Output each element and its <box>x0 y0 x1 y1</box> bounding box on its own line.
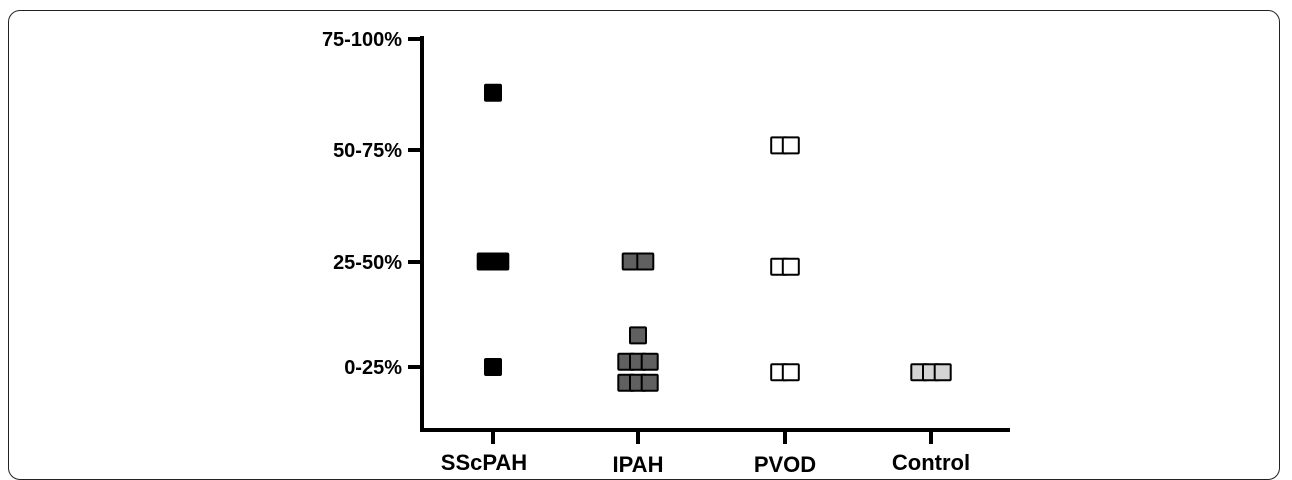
y-axis-ticks: 0-25% 25-50% 50-75% 75-100% <box>322 29 422 379</box>
data-point-control-2 <box>933 363 952 382</box>
data-point-ipah-1 <box>636 252 655 271</box>
x-category-label-0: SScPAH <box>441 450 527 473</box>
data-point-pvod-1 <box>781 136 800 155</box>
data-point-ipah-2 <box>629 326 647 345</box>
figure-frame <box>8 10 1280 480</box>
x-axis-ticks: SScPAH IPAH PVOD Control <box>441 430 970 473</box>
data-point-pvod-5 <box>781 363 800 382</box>
y-tick-label-1: 25-50% <box>333 252 402 274</box>
y-tick-label-2: 50-75% <box>333 140 402 162</box>
y-tick-label-0: 0-25% <box>344 357 402 379</box>
data-point-sscpah-3 <box>491 252 510 271</box>
y-tick-label-3: 75-100% <box>322 29 402 51</box>
x-category-label-1: IPAH <box>613 452 664 473</box>
data-point-ipah-5 <box>640 352 659 371</box>
x-category-label-2: PVOD <box>754 452 816 473</box>
data-points <box>476 83 952 392</box>
data-point-ipah-8 <box>640 373 659 392</box>
data-point-sscpah-4 <box>484 358 502 376</box>
x-category-label-3: Control <box>892 450 970 473</box>
data-point-sscpah-1 <box>484 83 502 102</box>
data-point-pvod-3 <box>781 257 800 276</box>
